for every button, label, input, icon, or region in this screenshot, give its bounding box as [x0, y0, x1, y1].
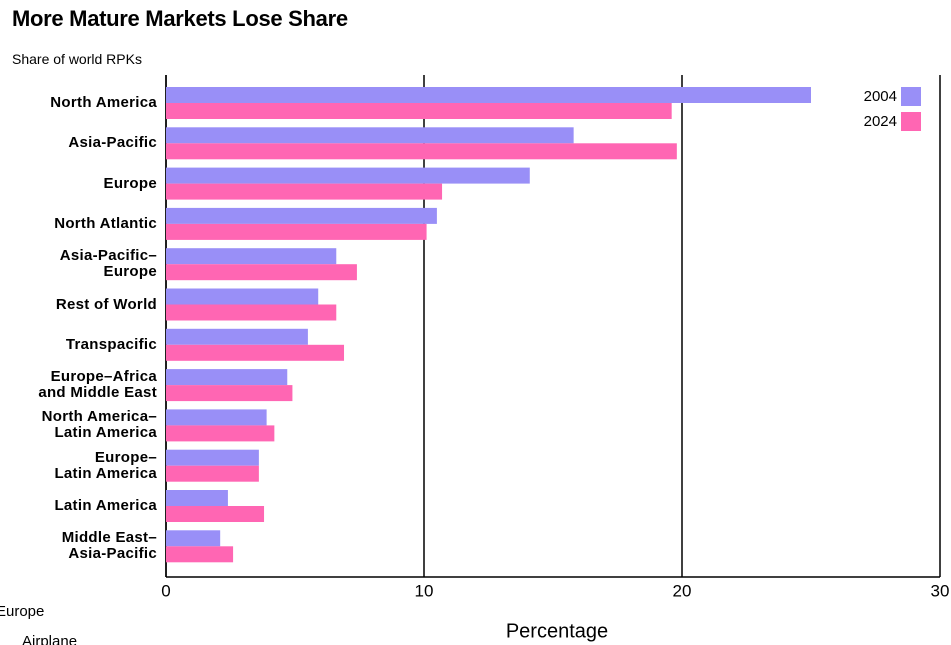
bar	[166, 223, 427, 240]
bar	[166, 183, 443, 200]
x-tick-label: 0	[161, 581, 170, 600]
x-axis-label: Percentage	[506, 620, 608, 642]
bar	[166, 103, 672, 119]
bar	[166, 143, 677, 160]
y-tick-label: North America– Latin America	[41, 408, 157, 442]
bar	[166, 248, 337, 265]
note: Airplane	[22, 633, 78, 645]
bar	[166, 127, 574, 144]
bar	[166, 369, 288, 386]
bar	[166, 207, 437, 224]
bar	[166, 546, 234, 563]
note: Europe	[0, 603, 45, 620]
y-tick-label: Asia-Pacific– Europe	[59, 247, 157, 281]
legend-swatch	[901, 87, 921, 106]
y-tick-label: Transpacific	[65, 335, 157, 353]
legend-swatch	[901, 112, 921, 131]
chart-title: More Mature Markets Lose Share	[12, 6, 348, 31]
y-tick-label: Europe–Africa and Middle East	[38, 368, 157, 402]
bar	[166, 288, 319, 305]
x-tick-label: 30	[931, 581, 950, 600]
bar	[166, 490, 228, 506]
bar	[166, 385, 293, 402]
x-tick-label: 20	[673, 581, 692, 600]
bar	[166, 530, 221, 547]
bar	[166, 506, 265, 522]
y-tick-label: Latin America	[54, 497, 157, 514]
bar	[166, 425, 275, 442]
legend-label: 2024	[864, 113, 897, 130]
bar	[166, 167, 530, 184]
y-tick-label: Europe– Latin America	[54, 448, 157, 482]
legend-label: 2004	[864, 88, 897, 105]
y-tick-label: Europe	[103, 174, 157, 192]
x-tick-label: 10	[415, 581, 434, 600]
y-tick-label: Rest of World	[55, 295, 157, 313]
bar	[166, 344, 345, 361]
bar	[166, 409, 267, 426]
chart-subtitle: Share of world RPKs	[12, 51, 142, 67]
y-tick-label: North Atlantic	[54, 214, 157, 232]
bar	[166, 465, 259, 482]
bar	[166, 264, 357, 281]
bar	[166, 449, 259, 466]
bar	[166, 328, 308, 345]
bar	[166, 304, 337, 321]
y-tick-label: Middle East– Asia-Pacific	[61, 529, 157, 563]
y-tick-label: Asia-Pacific	[68, 134, 157, 152]
bar	[166, 87, 811, 103]
y-tick-label: North America	[50, 94, 157, 111]
